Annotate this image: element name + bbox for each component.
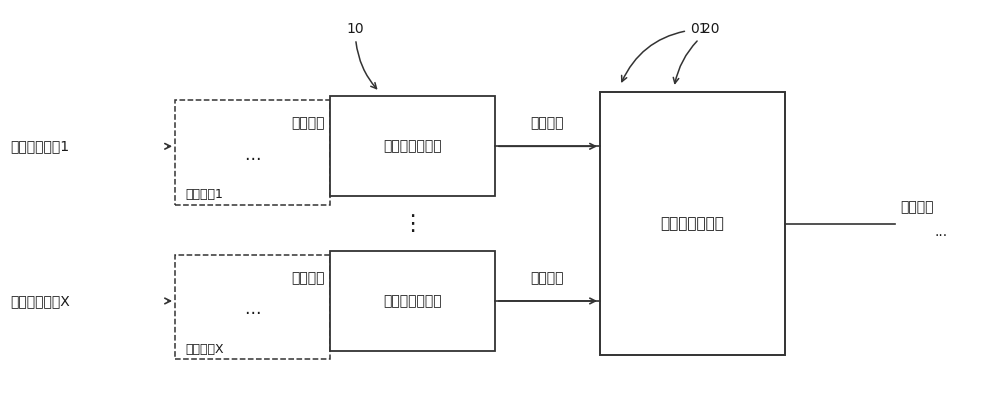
- Text: 数字隔离器模块: 数字隔离器模块: [383, 294, 442, 308]
- Bar: [175, 255, 330, 359]
- Bar: [330, 96, 495, 196]
- Bar: [330, 251, 495, 351]
- Text: 隔离信号: 隔离信号: [531, 271, 564, 285]
- Text: 数字信号: 数字信号: [291, 271, 325, 285]
- Bar: [175, 100, 330, 205]
- Text: ...: ...: [935, 225, 948, 239]
- Text: …: …: [244, 300, 261, 319]
- Text: 输入通道X: 输入通道X: [185, 342, 224, 356]
- Bar: [600, 92, 785, 355]
- Text: 隔离信号: 隔离信号: [531, 116, 564, 130]
- Text: 10: 10: [347, 22, 377, 89]
- Text: 待测模拟信号X: 待测模拟信号X: [10, 294, 70, 308]
- Text: 20: 20: [673, 22, 719, 83]
- Text: 01: 01: [622, 22, 708, 82]
- Text: 数字信号: 数字信号: [291, 116, 325, 130]
- Text: 待测模拟信号1: 待测模拟信号1: [10, 139, 69, 153]
- Text: 并串转换器模块: 并串转换器模块: [661, 216, 724, 231]
- Text: ⋮: ⋮: [401, 214, 424, 234]
- Text: 输入通道1: 输入通道1: [185, 188, 223, 201]
- Text: …: …: [244, 145, 261, 164]
- Text: 串行信号: 串行信号: [900, 200, 934, 214]
- Text: 数字隔离器模块: 数字隔离器模块: [383, 139, 442, 153]
